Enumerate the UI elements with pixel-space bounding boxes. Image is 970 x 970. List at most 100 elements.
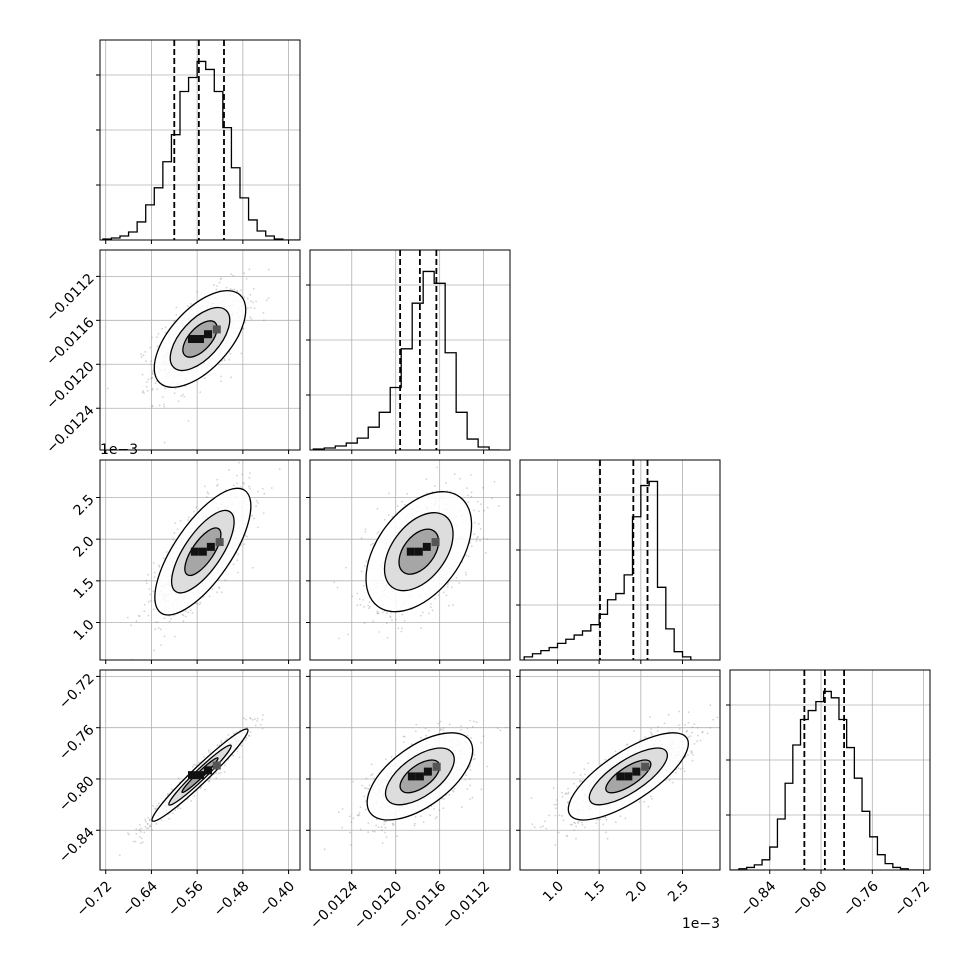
scatter-point xyxy=(220,380,222,383)
scatter-point xyxy=(232,274,235,277)
scatter-point xyxy=(153,576,156,578)
scatter-point xyxy=(472,720,475,723)
scatter-point xyxy=(238,461,240,464)
scatter-point xyxy=(175,306,178,309)
scatter-point xyxy=(255,505,257,508)
scatter-point xyxy=(237,248,239,250)
scatter-point xyxy=(365,560,368,562)
scatter-point xyxy=(429,814,431,817)
scatter-point xyxy=(437,594,440,597)
scatter-point xyxy=(195,602,198,605)
scatter-point xyxy=(236,474,238,477)
scatter-point xyxy=(254,718,256,720)
scatter-point xyxy=(367,604,370,607)
scatter-point xyxy=(415,723,418,726)
scatter-point xyxy=(465,774,467,777)
scatter-point xyxy=(420,736,422,739)
scatter-point xyxy=(220,591,223,594)
scatter-point xyxy=(356,592,359,595)
scatter-point xyxy=(464,778,467,781)
scatter-point xyxy=(161,327,164,330)
scatter-point xyxy=(333,581,336,584)
scatter-point xyxy=(154,807,157,810)
scatter-point xyxy=(421,611,424,614)
scatter-point xyxy=(357,814,360,817)
scatter-point xyxy=(358,598,361,600)
scatter-point xyxy=(362,584,365,587)
histogram-p0 xyxy=(102,60,300,240)
scatter-point xyxy=(256,720,258,722)
scatter-point xyxy=(450,586,453,589)
scatter-point xyxy=(243,296,246,299)
scatter-point xyxy=(149,824,152,827)
scatter-point xyxy=(376,532,379,535)
scatter-point xyxy=(448,793,451,796)
scatter-point xyxy=(436,816,438,818)
scatter-point xyxy=(225,286,228,289)
scatter-p0-p3 xyxy=(118,714,264,856)
scatter-point xyxy=(216,744,219,747)
scatter-p2-p3 xyxy=(530,704,719,846)
scatter-point xyxy=(146,823,149,825)
scatter-point xyxy=(182,614,185,617)
scatter-point xyxy=(365,787,368,790)
scatter-point xyxy=(243,543,246,546)
scatter-point xyxy=(460,728,462,731)
density-peak xyxy=(415,772,424,781)
scatter-point xyxy=(151,373,154,376)
scatter-point xyxy=(367,831,370,834)
scatter-point xyxy=(191,612,194,614)
scatter-p1-p3 xyxy=(323,719,507,851)
scatter-point xyxy=(164,326,167,329)
scatter-point xyxy=(220,277,223,279)
scatter-point xyxy=(367,787,370,790)
scatter-point xyxy=(240,289,243,292)
scatter-point xyxy=(220,375,223,378)
scatter-point xyxy=(180,395,183,397)
scatter-point xyxy=(177,400,180,403)
scatter-point xyxy=(378,612,380,615)
scatter-point xyxy=(208,779,211,782)
density-peak xyxy=(198,547,207,556)
scatter-point xyxy=(217,772,220,775)
scatter-point xyxy=(165,551,168,553)
scatter-point xyxy=(249,472,251,474)
scatter-point xyxy=(250,318,253,320)
scatter-point xyxy=(218,587,221,589)
scatter-point xyxy=(257,490,259,493)
scatter-point xyxy=(581,821,583,824)
scatter-point xyxy=(217,586,220,589)
scatter-point xyxy=(650,728,653,730)
scatter-point xyxy=(151,372,154,375)
scatter-point xyxy=(182,620,185,623)
scatter-point xyxy=(143,603,146,606)
density-peak xyxy=(188,771,196,780)
scatter-point xyxy=(365,777,368,780)
scatter-point xyxy=(262,714,264,716)
scatter-point xyxy=(255,300,257,303)
scatter-point xyxy=(361,784,363,787)
scatter-point xyxy=(657,726,659,728)
scatter-point xyxy=(566,801,569,804)
scatter-point xyxy=(233,733,235,735)
scatter-point xyxy=(252,301,254,304)
scatter-point xyxy=(384,820,387,823)
scatter-point xyxy=(420,815,422,818)
scatter-point xyxy=(249,306,252,309)
scatter-point xyxy=(259,723,262,726)
scatter-point xyxy=(441,797,444,800)
scatter-point xyxy=(480,788,483,791)
scatter-point xyxy=(341,808,344,810)
scatter-point xyxy=(368,607,370,610)
scatter-point xyxy=(678,728,681,730)
scatter-point xyxy=(151,336,153,339)
scatter-point xyxy=(336,586,339,589)
scatter-point xyxy=(195,764,198,767)
scatter-point xyxy=(249,293,252,296)
scatter-point xyxy=(430,603,432,605)
scatter-point xyxy=(401,627,404,630)
scatter-point xyxy=(181,613,184,616)
scatter-point xyxy=(190,800,193,802)
scatter-point xyxy=(245,277,248,280)
